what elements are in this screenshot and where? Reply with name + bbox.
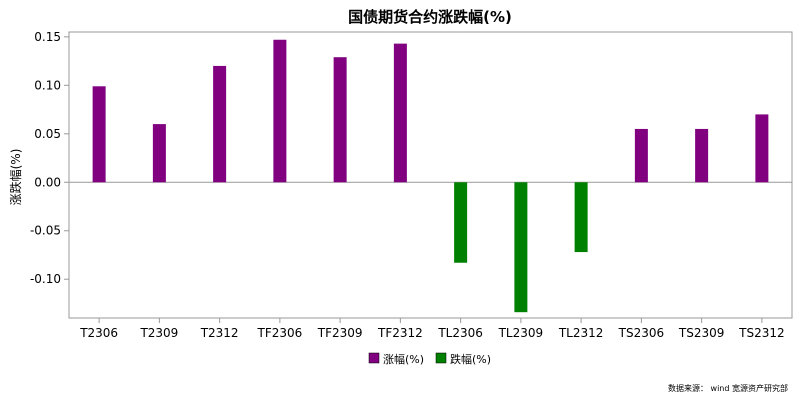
bar-tf2306	[273, 39, 287, 183]
bar-t2306	[92, 86, 106, 183]
y-tick-label: -0.05	[30, 224, 61, 238]
x-axis: T2306 T2309 T2312 TF2306 TF2309 TF2312 TL2306 T…	[79, 318, 785, 340]
bar-tl2306	[454, 182, 468, 263]
legend-label: 跌幅(%)	[450, 352, 491, 366]
bars-group	[92, 39, 769, 313]
x-tick-label: TS2306	[618, 326, 665, 340]
legend-label: 涨幅(%)	[383, 353, 424, 366]
y-tick-label: 0.15	[34, 30, 61, 44]
bar-tf2312	[393, 43, 407, 183]
x-tick-label: TS2309	[678, 326, 725, 340]
legend: 涨幅(%) 跌幅(%)	[368, 352, 491, 366]
legend-swatch	[368, 352, 380, 364]
bar-tl2312	[574, 182, 588, 253]
y-tick-label: 0.10	[34, 78, 61, 92]
source-note: 数据来源： wind 宽源资产研究部	[668, 383, 788, 393]
bar-ts2312	[755, 114, 769, 183]
bar-t2312	[213, 65, 227, 183]
x-tick-label: TL2309	[498, 326, 544, 340]
y-tick-label: -0.10	[30, 272, 61, 286]
chart-title: 国债期货合约涨跌幅(%)	[348, 8, 512, 26]
x-tick-label: TF2306	[256, 326, 302, 340]
bar-tl2309	[514, 182, 528, 313]
y-tick-label: 0.00	[34, 175, 61, 189]
bar-t2309	[152, 124, 166, 183]
x-tick-label: TF2312	[377, 326, 423, 340]
plot-area-frame	[68, 31, 793, 319]
y-axis-label: 涨跌幅(%)	[8, 149, 23, 206]
x-tick-label: T2309	[139, 326, 178, 340]
x-tick-label: TL2306	[437, 326, 483, 340]
bar-ts2306	[634, 128, 648, 183]
x-tick-label: T2306	[79, 326, 118, 340]
x-tick-label: TF2309	[317, 326, 363, 340]
y-axis: 0.15 0.10 0.05 0.00 -0.05 -0.10	[30, 30, 69, 286]
x-tick-label: T2312	[200, 326, 239, 340]
bar-tf2309	[333, 57, 347, 183]
bar-ts2309	[695, 128, 709, 183]
y-tick-label: 0.05	[34, 127, 61, 141]
legend-swatch	[435, 352, 447, 364]
x-tick-label: TS2312	[738, 326, 785, 340]
x-tick-label: TL2312	[558, 326, 604, 340]
